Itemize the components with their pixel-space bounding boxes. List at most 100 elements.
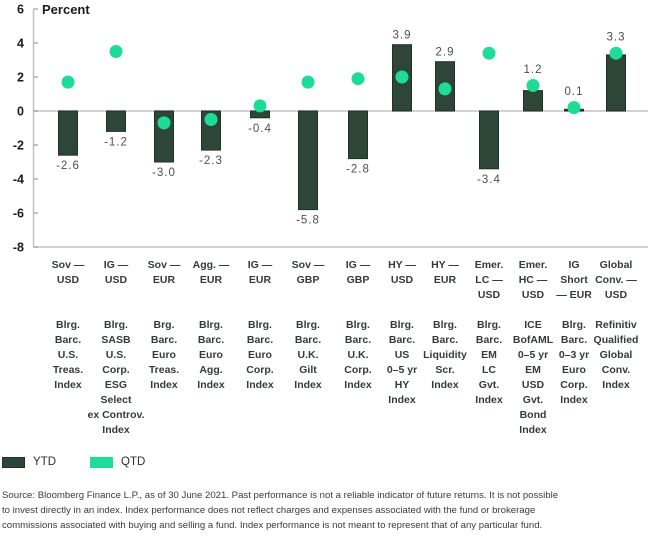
index-name-line: EM: [481, 349, 497, 361]
source-line: to invest directly in an index. Index pe…: [2, 505, 536, 516]
index-name-line: Index: [344, 379, 372, 391]
index-name-line: Barc.: [246, 334, 274, 346]
category-label-line: USD: [56, 274, 80, 286]
index-name-line: U.S.: [57, 349, 79, 361]
index-name: Refinitiv Qualified Global Conv. Index: [568, 318, 650, 393]
ytd-value-label: 3.3: [607, 32, 626, 44]
index-name-line: EM: [525, 364, 541, 376]
ytd-legend-label: YTD: [33, 456, 56, 468]
index-name-line: 0–5 yr: [386, 364, 418, 376]
index-name-line: Index: [519, 424, 547, 436]
index-name-line: Liquidity: [423, 349, 467, 361]
y-axis-title: Percent: [42, 2, 90, 17]
category-label-line: Emer.: [474, 259, 504, 271]
source-note: Source: Bloomberg Finance L.P., as of 30…: [2, 488, 648, 533]
category-label: Emer. HC — USD: [485, 258, 581, 303]
source-line: commissions associated with buying and s…: [2, 520, 543, 531]
category-label-line: LC —: [475, 274, 503, 286]
y-axis-tick-label: 2: [17, 71, 24, 85]
y-axis-tick-label: 4: [17, 37, 24, 51]
ytd-value-label: -2.6: [56, 160, 80, 172]
category-label-line: Sov —: [291, 259, 325, 271]
qtd-dot: [609, 46, 623, 60]
category-label-line: GBP: [346, 274, 370, 286]
index-name: Brg. Barc. Euro Treas. Index: [116, 318, 212, 393]
index-name: Blrg. Barc. U.K. Gilt Index: [260, 318, 356, 393]
category-label: HY — EUR: [397, 258, 493, 288]
ytd-value-label: 1.2: [524, 64, 543, 76]
qtd-legend-label: QTD: [121, 456, 146, 468]
index-name-line: Gvt.: [478, 379, 500, 391]
index-name-line: Blrg.: [199, 319, 223, 331]
y-axis-tick-label: 0: [17, 105, 24, 119]
index-name-line: Bond: [519, 409, 547, 421]
category-label: Sov — USD: [20, 258, 116, 288]
index-name-line: Index: [102, 424, 130, 436]
index-name-line: Corp.: [102, 364, 130, 376]
category-label-line: IG —: [103, 259, 129, 271]
index-name-line: Corp.: [344, 364, 372, 376]
index-name-line: Euro: [199, 349, 223, 361]
index-name: Blrg. Barc. Euro Corp. Index: [212, 318, 308, 393]
qtd-dot: [526, 79, 540, 92]
ytd-bar: [606, 54, 626, 112]
index-name-line: Treas.: [148, 364, 180, 376]
category-label: IG Short — EUR: [526, 258, 622, 303]
index-name-line: Euro: [152, 349, 176, 361]
category-label-line: HC —: [518, 274, 548, 286]
index-name-line: U.K.: [297, 349, 319, 361]
category-label-line: — EUR: [556, 289, 592, 301]
index-name-line: ESG: [104, 379, 128, 391]
ytd-bar: [523, 90, 543, 112]
index-name-line: Barc.: [54, 334, 82, 346]
index-name-line: Index: [54, 379, 82, 391]
ytd-value-label: -2.8: [346, 164, 370, 176]
ytd-bar: [348, 110, 368, 160]
category-label: Sov — GBP: [260, 258, 356, 288]
index-name-line: Blrg.: [104, 319, 128, 331]
qtd-dot: [109, 45, 123, 58]
index-name-line: ICE: [524, 319, 542, 331]
index-name: Blrg. Barc. U.K. Corp. Index: [310, 318, 406, 393]
index-name-line: Blrg.: [248, 319, 272, 331]
category-label-line: HY —: [388, 259, 416, 271]
index-name-line: Corp.: [246, 364, 274, 376]
index-name-line: Agg.: [199, 364, 223, 376]
index-name-line: Refinitiv: [595, 319, 637, 331]
category-label-line: Global: [599, 259, 633, 271]
index-name-line: Conv.: [601, 364, 631, 376]
category-label-line: GBP: [296, 274, 320, 286]
category-label-line: EUR: [248, 274, 272, 286]
category-label: IG — GBP: [310, 258, 406, 288]
index-name-line: LC: [482, 364, 496, 376]
index-name-line: ex Controv.: [87, 409, 145, 421]
y-axis-tick-label: 6: [17, 3, 24, 17]
index-name-line: Euro: [248, 349, 272, 361]
category-label-line: USD: [477, 289, 501, 301]
index-name-line: U.S.: [105, 349, 127, 361]
category-label: Agg. — EUR: [163, 258, 259, 288]
category-label-line: EUR: [199, 274, 223, 286]
category-label-line: USD: [390, 274, 414, 286]
category-label-line: IG —: [345, 259, 371, 271]
index-name-line: Index: [560, 394, 588, 406]
index-name-line: Index: [475, 394, 503, 406]
qtd-dot: [61, 75, 75, 89]
index-name: Blrg. Barc. US 0–5 yr HY Index: [354, 318, 450, 408]
qtd-dot: [395, 70, 409, 84]
ytd-bar: [479, 110, 499, 170]
qtd-dot: [351, 72, 365, 86]
index-name-line: Index: [294, 379, 322, 391]
ytd-legend-swatch: [2, 456, 25, 468]
category-label-line: Short: [560, 274, 588, 286]
index-name: ICE BofAML 0–5 yr EM USD Gvt. Bond Index: [485, 318, 581, 438]
category-label-line: EUR: [152, 274, 176, 286]
index-name-line: Gvt.: [522, 394, 544, 406]
ytd-value-label: 2.9: [436, 47, 455, 59]
index-name-line: Barc.: [344, 334, 372, 346]
category-label-line: Conv. —: [595, 274, 637, 286]
index-name: Blrg. Barc. 0–3 yr Euro Corp. Index: [526, 318, 622, 408]
index-name-line: Index: [246, 379, 274, 391]
index-name-line: Blrg.: [433, 319, 457, 331]
